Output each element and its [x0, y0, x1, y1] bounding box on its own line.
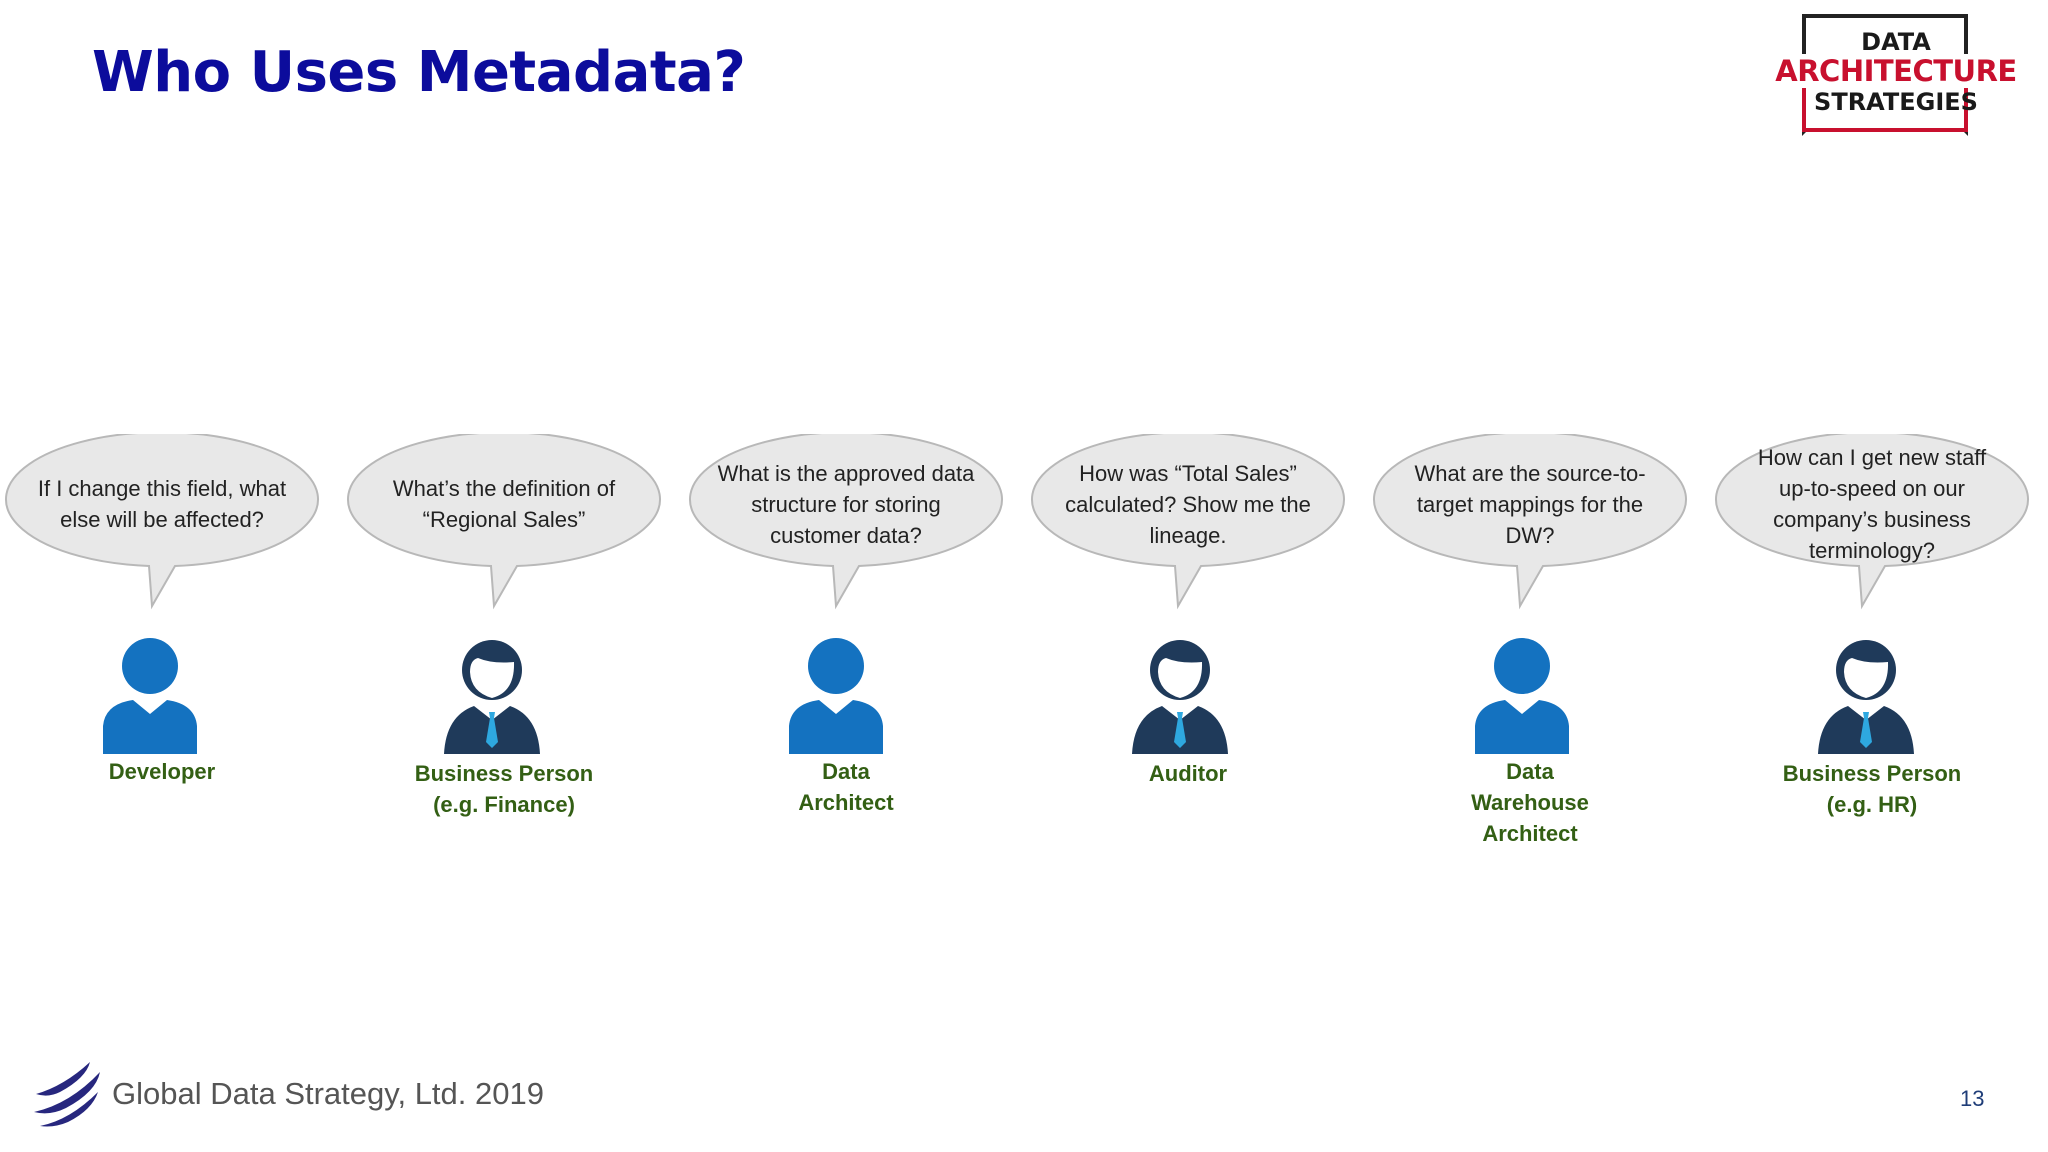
role-label-sub: (e.g. Finance) [433, 792, 575, 817]
speech-bubble: What are the source-to-target mappings f… [1372, 434, 1688, 614]
question-text: If I change this field, what else will b… [37, 476, 287, 532]
global-data-strategy-logo-icon [30, 1056, 104, 1128]
role-label: Business Person [414, 761, 594, 786]
role-label: Auditor [1148, 761, 1228, 786]
speech-bubble-icon [689, 434, 1003, 610]
user-silhouette-icon [777, 634, 907, 754]
slide-title: Who Uses Metadata? [92, 40, 746, 105]
role-label: Data [822, 759, 870, 784]
data-architecture-strategies-logo: DATA ARCHITECTURE STRATEGIES [1760, 14, 2032, 136]
question-text: What’s the definition of “Regional Sales… [392, 476, 616, 532]
speech-bubble-icon [5, 434, 319, 610]
logo-line-3: STRATEGIES [1814, 88, 1978, 116]
speech-bubble-icon [1031, 434, 1345, 610]
businessman-icon [434, 634, 564, 754]
role-label-sub: Architect [1482, 821, 1578, 846]
logo-line-2: ARCHITECTURE [1760, 54, 2032, 88]
persona-business-person-hr: How can I get new staff up-to-speed on o… [1710, 434, 2034, 854]
role-label: Developer [108, 759, 216, 784]
speech-bubble: What is the approved data structure for … [688, 434, 1004, 614]
speech-bubble: How was “Total Sales” calculated? Show m… [1030, 434, 1346, 614]
role-label: Data [1506, 759, 1554, 784]
footer-company: Global Data Strategy, Ltd. 2019 [112, 1076, 544, 1111]
logo-line-1: DATA [1861, 28, 1931, 56]
role-label: Business Person [1782, 761, 1962, 786]
role-label-sub: Warehouse [1471, 790, 1589, 815]
persona-developer: If I change this field, what else will b… [0, 434, 324, 854]
persona-business-person-finance: What’s the definition of “Regional Sales… [342, 434, 666, 854]
speech-bubble: What’s the definition of “Regional Sales… [346, 434, 662, 614]
businessman-icon [1122, 634, 1252, 754]
persona-data-architect: What is the approved data structure for … [684, 434, 1008, 854]
speech-bubble: How can I get new staff up-to-speed on o… [1714, 434, 2030, 614]
logo-frame-accent [1802, 74, 1968, 132]
question-text: How can I get new staff up-to-speed on o… [1757, 445, 1987, 563]
persona-auditor: How was “Total Sales” calculated? Show m… [1026, 434, 1350, 854]
speech-bubble-icon [347, 434, 661, 610]
question-text: What are the source-to-target mappings f… [1414, 460, 1646, 548]
question-text: What is the approved data structure for … [717, 460, 975, 548]
role-label-sub: (e.g. HR) [1826, 792, 1918, 817]
question-text: How was “Total Sales” calculated? Show m… [1065, 460, 1311, 548]
user-silhouette-icon [1463, 634, 1593, 754]
speech-bubble-icon [1715, 434, 2029, 610]
user-silhouette-icon [91, 634, 221, 754]
page-number: 13 [1960, 1086, 1985, 1111]
persona-data-warehouse-architect: What are the source-to-target mappings f… [1368, 434, 1692, 854]
speech-bubble: If I change this field, what else will b… [4, 434, 320, 614]
role-label-sub: Architect [798, 790, 894, 815]
speech-bubble-icon [1373, 434, 1687, 610]
businessman-icon [1808, 634, 1938, 754]
